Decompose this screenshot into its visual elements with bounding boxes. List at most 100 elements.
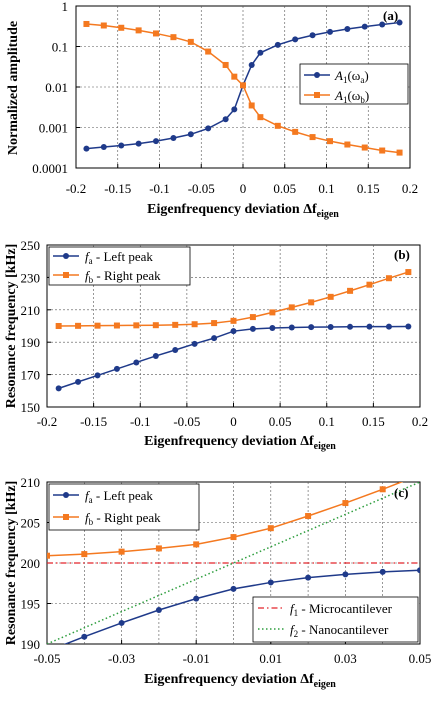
panel-b-y-tick-label: 210 (21, 303, 41, 318)
panel-c-series-1-point (267, 579, 274, 586)
panel-b-series-2-point (55, 323, 62, 329)
panel-b-series-1-point (55, 385, 62, 392)
panel-a-series-2-point (222, 61, 229, 68)
panel-a-series-2-point (292, 128, 299, 135)
panel-c-series-2-point (47, 552, 50, 559)
panel-b-x-tick-label: -0.15 (80, 414, 107, 429)
panel-a-y-tick-label: 0.0001 (32, 161, 68, 176)
panel-a-series-2-point (152, 30, 159, 37)
panel-a-y-tick-label: 1 (62, 0, 69, 14)
panel-a-y-tick-label: 0.1 (52, 40, 68, 55)
panel-a-series-1-point (231, 106, 238, 113)
panel-a-legend-label-1: A1(ωa) (334, 68, 369, 85)
panel-a-series-2-point (274, 122, 281, 129)
panel-c-series-1-point (155, 606, 162, 613)
panel-b-x-tick-labels: -0.2 -0.15 -0.1 -0.05 0 0.05 0.1 0.15 0.2 (37, 414, 428, 429)
panel-c-y-axis-label: Resonance frequency [kHz] (4, 481, 19, 646)
panel-b-series-1-point (385, 323, 392, 330)
panel-a-series-1-point (327, 28, 334, 35)
panel-a-legend-label-2: A1(ωb) (334, 88, 369, 105)
panel-c-x-tick-label: 0.05 (409, 651, 431, 666)
panel-b-series-2-point (230, 317, 237, 324)
panel-c-legend: fa - Left peak fb - Right peak (48, 483, 200, 531)
panel-c-series-2-point (342, 500, 349, 507)
panel-b-x-tick-label: 0.05 (269, 414, 292, 429)
panel-a-series-1-point (135, 140, 142, 147)
panel-a-x-tick-label: 0.15 (357, 181, 380, 196)
panel-c-series-2-point (379, 486, 386, 493)
panel-c-legend-marker-1 (63, 492, 69, 498)
panel-c-legend2-box (252, 596, 419, 643)
panel-a-series-1-point (222, 116, 229, 123)
panel-a-series-1-point (118, 142, 125, 149)
panel-a-x-tick-label: 0 (240, 181, 247, 196)
panel-b-series-1-point (249, 325, 256, 332)
panel-a-series-2-point (240, 82, 246, 89)
panel-b-x-tick-label: 0.15 (362, 414, 385, 429)
panel-c-series-1-point (342, 571, 349, 578)
panel-b-legend-marker-2 (63, 272, 69, 278)
panel-b-y-axis-label: Resonance frequency [kHz] (4, 244, 19, 409)
panel-a-series-2-point (100, 22, 107, 29)
panel-a-x-tick-label: -0.1 (149, 181, 170, 196)
panel-a-series-1-point (257, 49, 264, 56)
panel-c-y-tick-labels: 190 195 200 205 210 (21, 475, 41, 652)
panel-a-series-1-point (205, 125, 212, 132)
panel-b: -0.2 -0.15 -0.1 -0.05 0 0.05 0.1 0.15 0.2 150 170… (4, 238, 428, 452)
panel-b-series-1-point (211, 335, 218, 342)
panel-b-series-1-point (113, 365, 120, 372)
panel-c-series-1-point (193, 595, 200, 602)
panel-c-legend-marker-2 (63, 514, 69, 520)
panel-a-x-tick-label: 0.2 (402, 181, 418, 196)
panel-a-series-2-point (170, 34, 177, 41)
panel-a-x-tick-label: 0.05 (273, 181, 296, 196)
panel-b-legend-label-1: fa - Left peak (85, 249, 153, 266)
panel-b-series-1-point (288, 324, 295, 331)
panel-a-series-1-point (83, 145, 90, 152)
panel-c-series (47, 482, 420, 644)
panel-b-legend: fa - Left peak fb - Right peak (48, 246, 191, 286)
panel-b-series-2-point (327, 293, 334, 300)
panel-c-series-2-point (267, 525, 274, 532)
panel-b-series-2-point (191, 321, 198, 328)
panel-b-x-tick-label: -0.05 (173, 414, 200, 429)
panel-a-series-1-point (344, 26, 351, 33)
panel-a-series-2-point (309, 134, 316, 141)
panel-c-x-tick-label: -0.03 (108, 651, 135, 666)
panel-b-series-2-point (366, 281, 373, 288)
panel-a-x-tick-label: -0.15 (104, 181, 131, 196)
panel-a-series-2-point (118, 24, 125, 31)
panel-a-series-2-point (327, 138, 334, 145)
panel-b-series-1-point (152, 352, 159, 359)
panel-a-series-1-point (361, 23, 368, 30)
panel-a-series-1-point (187, 131, 194, 138)
panel-a-series-2-point (231, 73, 238, 80)
panel-c-tag: (c) (394, 485, 408, 500)
panel-b-series-1-point (405, 323, 412, 330)
panel-b-series-2-point (172, 321, 179, 328)
panel-b-series (55, 269, 412, 392)
panel-b-series-1-point (172, 346, 179, 353)
panel-c-series-1-point (379, 568, 386, 575)
panel-b-series-2-point (249, 314, 256, 321)
panel-b-series-2-point (308, 299, 315, 306)
panel-c-legend2-label-1: f1 - Microcantilever (290, 601, 393, 618)
panel-b-tag: (b) (394, 247, 410, 262)
panel-a-series-2-point (205, 48, 212, 55)
panel-a-x-tick-labels: -0.2 -0.15 -0.1 -0.05 0 0.05 0.1 0.15 0.2 (66, 181, 418, 196)
panel-b-series-2-point (347, 287, 354, 294)
panel-b-series-2-point (133, 322, 140, 329)
panel-b-series-1-point (366, 323, 373, 330)
panel-a-series-2-point (248, 102, 255, 109)
panel-c-legend-label-1: fa - Left peak (85, 488, 153, 505)
panel-c-y-tick-label: 190 (21, 637, 41, 652)
panel-c-series-1-point (118, 619, 125, 626)
panel-b-series-2-point (75, 322, 82, 329)
panel-b-y-tick-label: 250 (21, 238, 41, 253)
panel-b-x-tick-label: 0.1 (319, 414, 335, 429)
panel-a-series-1-point (248, 61, 255, 68)
panel-b-series-2-point (288, 304, 295, 311)
panel-c-legend-reference: f1 - Microcantilever f2 - Nanocantilever (252, 596, 419, 643)
panel-a-series-2-point (396, 149, 403, 156)
